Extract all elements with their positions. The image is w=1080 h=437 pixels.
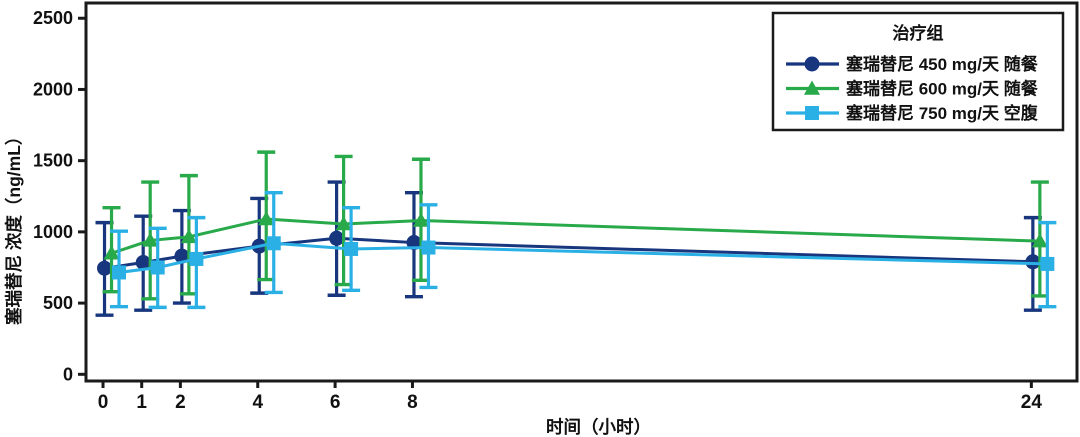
x-tick-label: 8 [407, 392, 418, 413]
legend-box [771, 11, 1065, 132]
data-point-circle [329, 230, 345, 246]
series-3 [110, 191, 1057, 310]
data-point-triangle [142, 232, 159, 247]
legend-title: 治疗组 [893, 23, 944, 43]
legend-item-1: 塞瑞替尼 450 mg/天 随餐 [786, 54, 1039, 74]
y-tick-label: 500 [43, 293, 73, 313]
y-tick-label: 1000 [33, 222, 73, 242]
data-point-triangle [180, 228, 197, 244]
x-tick-label: 2 [175, 392, 186, 413]
y-tick-label: 1500 [33, 151, 73, 171]
y-axis-title: 塞瑞替尼 浓度（ng/mL） [4, 128, 24, 325]
legend-item-label: 塞瑞替尼 750 mg/天 空腹 [846, 103, 1039, 123]
x-tick-label: 0 [98, 392, 109, 413]
x-tick-label: 4 [252, 392, 263, 413]
data-point-triangle [103, 245, 120, 260]
legend-item-label: 塞瑞替尼 600 mg/天 随餐 [846, 79, 1039, 99]
plot-frame [84, 1, 1079, 383]
legend-item-2: 塞瑞替尼 600 mg/天 随餐 [786, 79, 1039, 99]
data-point-triangle [258, 211, 275, 226]
data-point-square [1040, 256, 1055, 271]
series-2 [102, 150, 1049, 301]
data-point-circle [804, 56, 820, 72]
series-1 [95, 180, 1042, 317]
data-point-circle [97, 260, 113, 276]
data-point-square [112, 265, 127, 280]
legend-item-label: 塞瑞替尼 450 mg/天 随餐 [846, 54, 1039, 74]
y-tick-label: 2000 [33, 79, 73, 99]
x-axis-title: 时间（小时） [546, 417, 651, 437]
data-point-circle [135, 255, 151, 271]
y-tick-label: 0 [63, 364, 73, 384]
data-point-triangle [804, 80, 820, 95]
data-series [95, 150, 1057, 317]
data-point-square [421, 240, 436, 255]
x-tick-label: 6 [330, 392, 341, 413]
legend-item-3: 塞瑞替尼 750 mg/天 空腹 [786, 103, 1039, 123]
data-point-circle [1025, 254, 1041, 270]
data-point-square [344, 241, 359, 256]
data-point-square [189, 251, 204, 266]
data-point-triangle [335, 216, 352, 231]
x-tick-label: 1 [136, 392, 147, 413]
data-point-square [805, 106, 819, 120]
series-line [104, 236, 1033, 270]
x-tick-label: 24 [1021, 392, 1043, 413]
data-point-square [266, 236, 281, 251]
data-point-triangle [412, 212, 429, 227]
y-tick-label: 2500 [33, 8, 73, 28]
data-point-square [150, 260, 165, 275]
data-point-triangle [1031, 233, 1048, 248]
